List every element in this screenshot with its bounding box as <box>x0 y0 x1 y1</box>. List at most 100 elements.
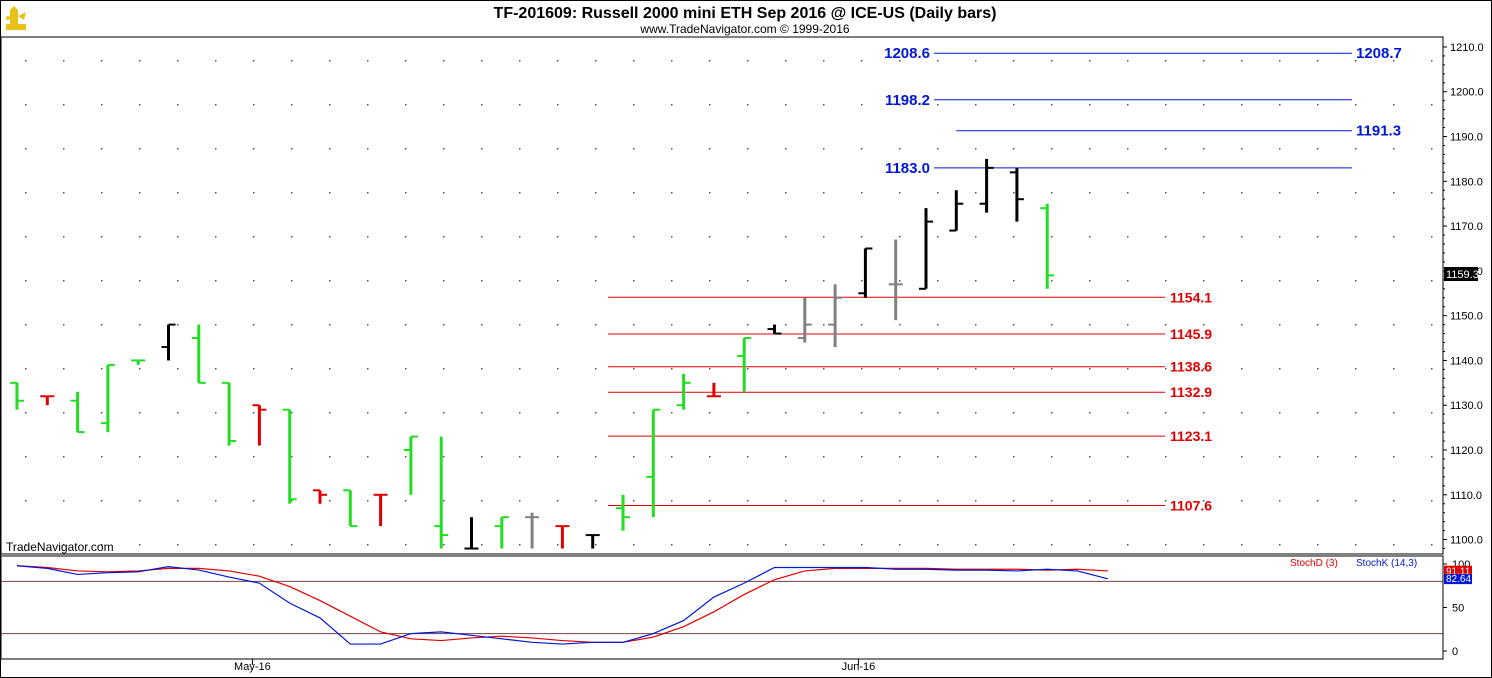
grid-dot <box>1317 148 1319 150</box>
grid-dot <box>1165 60 1167 62</box>
grid-dot <box>785 500 787 502</box>
grid-dot <box>747 192 749 194</box>
grid-dot <box>975 280 977 282</box>
grid-dot <box>139 544 141 546</box>
grid-dot <box>861 60 863 62</box>
grid-dot <box>709 104 711 106</box>
grid-dot <box>1089 148 1091 150</box>
grid-dot <box>937 456 939 458</box>
y-tick-label: 1190.0 <box>1450 132 1483 144</box>
ohlc-bar <box>494 516 509 549</box>
grid-dot <box>747 148 749 150</box>
grid-dot <box>519 456 521 458</box>
grid-dot <box>481 148 483 150</box>
grid-dot <box>557 192 559 194</box>
grid-dot <box>329 60 331 62</box>
grid-dot <box>367 280 369 282</box>
ohlc-bar <box>676 373 691 410</box>
grid-dot <box>367 236 369 238</box>
grid-dot <box>101 456 103 458</box>
grid-dot <box>139 148 141 150</box>
grid-dot <box>595 104 597 106</box>
grid-dot <box>329 148 331 150</box>
grid-dot <box>1279 236 1281 238</box>
y-tick-label: 1100.0 <box>1450 535 1483 547</box>
stochd-legend: StochD (3) <box>1290 558 1338 569</box>
grid-dot <box>1431 148 1433 150</box>
price-y-axis: 1210.01200.01190.01180.01170.01160.01150… <box>1442 37 1484 554</box>
grid-dot <box>671 324 673 326</box>
grid-dot <box>861 544 863 546</box>
grid-dot <box>177 412 179 414</box>
grid-dot <box>253 280 255 282</box>
grid-dot <box>899 148 901 150</box>
grid-dot <box>747 368 749 370</box>
grid-dot <box>1013 236 1015 238</box>
grid-dot <box>25 148 27 150</box>
ohlc-bar <box>919 208 933 290</box>
stoch-y-tick-label: 50 <box>1452 603 1464 615</box>
grid-dot <box>633 500 635 502</box>
grid-dot <box>1089 412 1091 414</box>
grid-dot <box>1013 104 1015 106</box>
grid-dot <box>253 544 255 546</box>
grid-dot <box>1051 324 1053 326</box>
ohlc-bar <box>373 493 388 527</box>
grid-dot <box>367 324 369 326</box>
grid-dot <box>1279 280 1281 282</box>
grid-dot <box>63 368 65 370</box>
grid-dot <box>633 192 635 194</box>
grid-dot <box>481 60 483 62</box>
grid-dot <box>709 236 711 238</box>
grid-dot <box>747 456 749 458</box>
grid-dot <box>709 544 711 546</box>
grid-dot <box>557 368 559 370</box>
ohlc-bar <box>100 363 115 433</box>
grid-dot <box>671 192 673 194</box>
grid-dot <box>1203 324 1205 326</box>
grid-dot <box>975 236 977 238</box>
grid-dot <box>215 456 217 458</box>
grid-dot <box>1089 544 1091 546</box>
grid-dot <box>823 324 825 326</box>
grid-dot <box>367 148 369 150</box>
grid-dot <box>329 412 331 414</box>
fib-label-red: 1145.9 <box>1170 326 1212 342</box>
grid-dot <box>557 324 559 326</box>
grid-dot <box>785 104 787 106</box>
grid-dot <box>1431 192 1433 194</box>
grid-dot <box>1089 104 1091 106</box>
grid-dot <box>481 544 483 546</box>
grid-dot <box>1317 236 1319 238</box>
grid-dot <box>709 148 711 150</box>
grid-dot <box>823 368 825 370</box>
grid-dot <box>823 236 825 238</box>
grid-dot <box>1317 104 1319 106</box>
grid-dot <box>1431 324 1433 326</box>
grid-dot <box>747 104 749 106</box>
grid-dot <box>177 60 179 62</box>
grid-dot <box>671 60 673 62</box>
grid-dot <box>1393 236 1395 238</box>
grid-dot <box>1241 544 1243 546</box>
grid-dot <box>823 192 825 194</box>
grid-dot <box>367 60 369 62</box>
grid-dot <box>1165 368 1167 370</box>
grid-dot <box>367 368 369 370</box>
grid-dot <box>937 500 939 502</box>
grid-dot <box>937 236 939 238</box>
grid-dot <box>215 60 217 62</box>
grid-dot <box>1165 412 1167 414</box>
grid-dot <box>975 456 977 458</box>
y-tick-label: 1110.0 <box>1450 490 1482 502</box>
grid-dot <box>1089 192 1091 194</box>
grid-dot <box>367 104 369 106</box>
grid-dot <box>975 192 977 194</box>
grid-dot <box>1317 280 1319 282</box>
grid-dot <box>1431 544 1433 546</box>
fib-label-red: 1154.1 <box>1170 289 1212 305</box>
grid-dot <box>1317 368 1319 370</box>
grid-dot <box>63 60 65 62</box>
grid-dot <box>709 412 711 414</box>
grid-dot <box>1051 280 1053 282</box>
